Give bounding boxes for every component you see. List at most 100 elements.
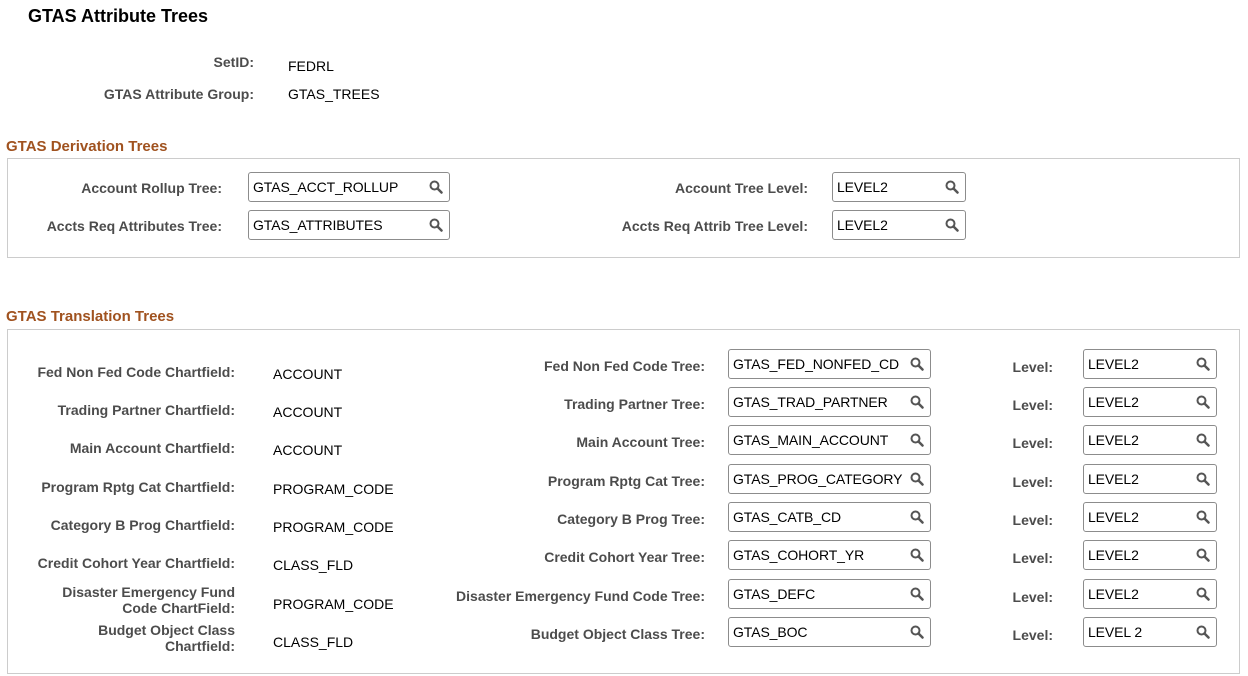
chartfield-label: Trading Partner Chartfield:	[57, 402, 235, 418]
search-icon[interactable]	[904, 388, 930, 416]
level-lookup-input[interactable]: LEVEL 2	[1083, 617, 1217, 647]
level-lookup-input[interactable]: LEVEL2	[1083, 579, 1217, 609]
level-label: Accts Req Attrib Tree Level:	[621, 218, 808, 234]
derivation-section-title: GTAS Derivation Trees	[6, 138, 168, 155]
search-icon[interactable]	[904, 426, 930, 454]
level-lookup-input-value[interactable]: LEVEL2	[1088, 394, 1139, 410]
tree-lookup-input[interactable]: GTAS_MAIN_ACCOUNT	[728, 425, 931, 455]
chartfield-label: Program Rptg Cat Chartfield:	[41, 479, 235, 495]
search-icon[interactable]	[1190, 465, 1216, 493]
level-label: Account Tree Level:	[674, 180, 808, 196]
setid-value: FEDRL	[288, 58, 334, 74]
tree-label: Disaster Emergency Fund Code Tree:	[456, 588, 705, 604]
search-icon[interactable]	[1190, 541, 1216, 569]
level-lookup-input[interactable]: LEVEL2	[832, 210, 966, 240]
level-label: Level:	[1012, 512, 1053, 528]
level-label: Level:	[1012, 359, 1053, 375]
tree-label: Credit Cohort Year Tree:	[544, 549, 705, 565]
level-lookup-input-value[interactable]: LEVEL2	[1088, 432, 1139, 448]
derivation-section	[7, 158, 1240, 258]
chartfield-label: Budget Object Class Chartfield:	[98, 622, 235, 654]
search-icon[interactable]	[904, 618, 930, 646]
search-icon[interactable]	[904, 503, 930, 531]
level-label: Level:	[1012, 397, 1053, 413]
level-lookup-input[interactable]: LEVEL2	[1083, 464, 1217, 494]
search-icon[interactable]	[904, 350, 930, 378]
tree-lookup-input-value[interactable]: GTAS_BOC	[733, 624, 808, 640]
tree-lookup-input[interactable]: GTAS_FED_NONFED_CD	[728, 349, 931, 379]
level-lookup-input-value[interactable]: LEVEL2	[1088, 509, 1139, 525]
translation-section-title: GTAS Translation Trees	[6, 308, 175, 325]
chartfield-label: Fed Non Fed Code Chartfield:	[37, 364, 235, 380]
level-lookup-input-value[interactable]: LEVEL2	[1088, 547, 1139, 563]
level-lookup-input[interactable]: LEVEL2	[1083, 502, 1217, 532]
chartfield-value: CLASS_FLD	[273, 557, 354, 573]
tree-lookup-input[interactable]: GTAS_COHORT_YR	[728, 540, 931, 570]
tree-lookup-input-value[interactable]: GTAS_DEFC	[733, 586, 816, 602]
tree-lookup-input[interactable]: GTAS_CATB_CD	[728, 502, 931, 532]
search-icon[interactable]	[904, 580, 930, 608]
tree-label: Fed Non Fed Code Tree:	[543, 358, 705, 374]
tree-label: Accts Req Attributes Tree:	[46, 218, 222, 234]
tree-lookup-input-value[interactable]: GTAS_MAIN_ACCOUNT	[733, 432, 889, 448]
level-lookup-input-value[interactable]: LEVEL2	[1088, 586, 1139, 602]
page-title: GTAS Attribute Trees	[28, 6, 209, 26]
level-lookup-input-value[interactable]: LEVEL2	[837, 217, 888, 233]
chartfield-value: ACCOUNT	[273, 404, 343, 420]
chartfield-value: ACCOUNT	[273, 442, 343, 458]
level-label: Level:	[1012, 550, 1053, 566]
level-lookup-input[interactable]: LEVEL2	[1083, 540, 1217, 570]
tree-label: Budget Object Class Tree:	[530, 626, 705, 642]
search-icon[interactable]	[904, 465, 930, 493]
tree-lookup-input-value[interactable]: GTAS_ATTRIBUTES	[253, 217, 383, 233]
chartfield-value: PROGRAM_CODE	[273, 596, 394, 612]
level-lookup-input[interactable]: LEVEL2	[1083, 349, 1217, 379]
search-icon[interactable]	[1190, 350, 1216, 378]
translation-section	[7, 329, 1240, 674]
chartfield-label: Disaster Emergency Fund Code ChartField:	[62, 584, 235, 616]
search-icon[interactable]	[939, 211, 965, 239]
level-lookup-input-value[interactable]: LEVEL2	[1088, 471, 1139, 487]
search-icon[interactable]	[939, 173, 965, 201]
level-lookup-input[interactable]: LEVEL2	[832, 172, 966, 202]
tree-lookup-input[interactable]: GTAS_PROG_CATEGORY	[728, 464, 931, 494]
group-label: GTAS Attribute Group:	[103, 86, 254, 102]
level-lookup-input[interactable]: LEVEL2	[1083, 387, 1217, 417]
search-icon[interactable]	[423, 173, 449, 201]
tree-lookup-input[interactable]: GTAS_BOC	[728, 617, 931, 647]
tree-label: Main Account Tree:	[576, 434, 705, 450]
level-lookup-input-value[interactable]: LEVEL2	[1088, 356, 1139, 372]
tree-lookup-input-value[interactable]: GTAS_TRAD_PARTNER	[733, 394, 888, 410]
level-lookup-input-value[interactable]: LEVEL2	[837, 179, 888, 195]
setid-label: SetID:	[213, 54, 254, 70]
tree-lookup-input[interactable]: GTAS_ACCT_ROLLUP	[248, 172, 450, 202]
chartfield-value: PROGRAM_CODE	[273, 519, 394, 535]
chartfield-value: CLASS_FLD	[273, 634, 354, 650]
tree-lookup-input[interactable]: GTAS_ATTRIBUTES	[248, 210, 450, 240]
tree-lookup-input[interactable]: GTAS_DEFC	[728, 579, 931, 609]
tree-lookup-input-value[interactable]: GTAS_COHORT_YR	[733, 547, 865, 563]
tree-label: Program Rptg Cat Tree:	[547, 473, 705, 489]
level-label: Level:	[1012, 627, 1053, 643]
search-icon[interactable]	[1190, 580, 1216, 608]
chartfield-label: Category B Prog Chartfield:	[50, 517, 235, 533]
tree-label: Trading Partner Tree:	[564, 396, 705, 412]
search-icon[interactable]	[423, 211, 449, 239]
chartfield-label: Credit Cohort Year Chartfield:	[37, 555, 235, 571]
search-icon[interactable]	[904, 541, 930, 569]
tree-lookup-input-value[interactable]: GTAS_PROG_CATEGORY	[733, 471, 903, 487]
level-lookup-input[interactable]: LEVEL2	[1083, 425, 1217, 455]
search-icon[interactable]	[1190, 503, 1216, 531]
level-label: Level:	[1012, 435, 1053, 451]
tree-lookup-input[interactable]: GTAS_TRAD_PARTNER	[728, 387, 931, 417]
tree-lookup-input-value[interactable]: GTAS_ACCT_ROLLUP	[253, 179, 399, 195]
search-icon[interactable]	[1190, 426, 1216, 454]
level-lookup-input-value[interactable]: LEVEL 2	[1088, 624, 1143, 640]
chartfield-value: ACCOUNT	[273, 366, 343, 382]
search-icon[interactable]	[1190, 388, 1216, 416]
tree-lookup-input-value[interactable]: GTAS_FED_NONFED_CD	[733, 356, 899, 372]
group-value: GTAS_TREES	[288, 86, 380, 102]
search-icon[interactable]	[1190, 618, 1216, 646]
level-label: Level:	[1012, 474, 1053, 490]
tree-lookup-input-value[interactable]: GTAS_CATB_CD	[733, 509, 841, 525]
